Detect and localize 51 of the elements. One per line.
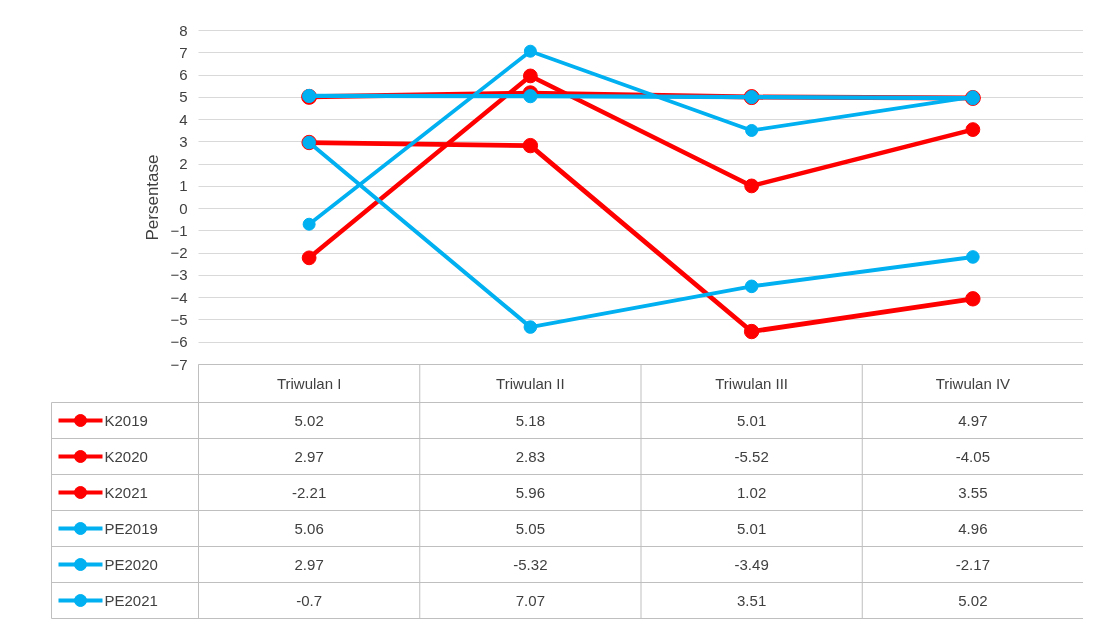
data-label: 7.07 [515,591,545,609]
y-tick-label: 5 [179,88,188,106]
data-label: 5.02 [958,591,988,609]
y-tick-label: 0 [179,199,188,217]
y-tick-label: −3 [170,266,188,284]
y-tick-label: 8 [179,21,188,39]
y-tick-label: 6 [179,66,188,84]
y-tick-label: 7 [179,43,188,61]
data-label: -5.52 [734,447,769,465]
data-label: -5.32 [513,555,548,573]
y-tick-label: −4 [170,288,188,306]
y-tick-label: 3 [179,132,188,150]
y-tick-label: 2 [179,155,188,173]
data-label: 4.96 [958,519,988,537]
data-label: 3.51 [737,591,767,609]
data-label: 2.97 [294,555,324,573]
data-label: 5.05 [515,519,545,537]
y-tick-label: 1 [179,177,188,195]
data-label: -0.7 [296,591,323,609]
data-label: 2.97 [294,447,324,465]
x-tick-label: Triwulan III [715,375,789,392]
y-axis-title: Persentase [143,154,163,241]
y-tick-label: −5 [170,310,188,328]
data-label: 3.55 [958,483,988,501]
data-label: 5.06 [294,519,324,537]
legend-label: PE2020 [104,556,158,573]
legend-label: PE2019 [104,520,158,537]
y-tick-label: 4 [179,110,188,128]
data-label: 2.83 [515,447,545,465]
data-label: 5.96 [515,483,545,501]
x-tick-label: Triwulan IV [935,375,1011,392]
data-label: 1.02 [737,483,767,501]
y-tick-label: −7 [170,355,188,373]
data-label: 4.97 [958,411,988,429]
data-label: -2.17 [955,555,990,573]
legend-label: K2020 [104,448,148,465]
legend-label: K2019 [104,412,148,429]
data-label: -3.49 [734,555,769,573]
x-tick-label: Triwulan II [496,375,565,392]
data-label: 5.02 [294,411,324,429]
data-label: 5.01 [737,411,767,429]
y-tick-label: −6 [170,333,188,351]
x-tick-label: Triwulan I [276,375,342,392]
data-label: -4.05 [955,447,990,465]
legend-label: K2021 [104,484,148,501]
y-tick-label: −2 [170,244,188,262]
y-tick-label: −1 [170,221,188,239]
legend-label: PE2021 [104,592,158,609]
data-label: -2.21 [292,483,327,501]
data-label: 5.18 [515,411,545,429]
data-label: 5.01 [737,519,767,537]
